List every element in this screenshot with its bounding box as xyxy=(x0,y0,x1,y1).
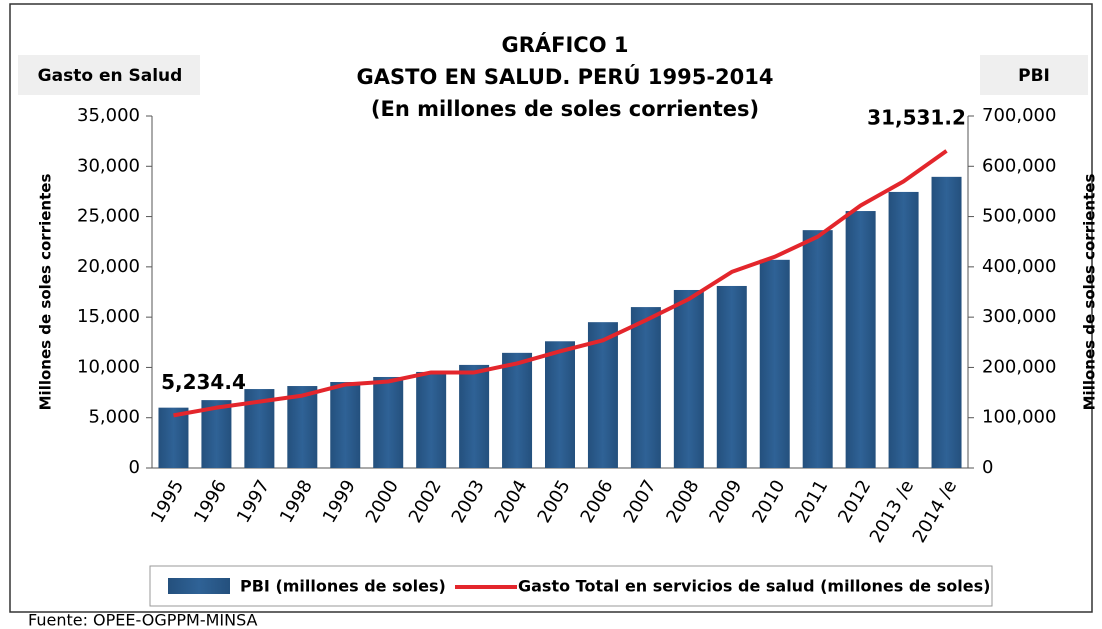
y2-axis-label: Millones de soles corrientes xyxy=(1081,174,1099,411)
bar xyxy=(802,230,833,468)
x-tick-label: 2010 xyxy=(748,477,789,527)
bar xyxy=(459,364,490,468)
chart-subtitle: GASTO EN SALUD. PERÚ 1995-2014 xyxy=(357,64,774,89)
chart-subtitle: (En millones de soles corrientes) xyxy=(371,97,759,121)
y2-tick-label: 200,000 xyxy=(982,356,1056,377)
bar xyxy=(931,176,962,469)
x-tick-label: 2003 xyxy=(448,477,489,527)
bar xyxy=(888,191,919,468)
y-tick-label: 0 xyxy=(129,457,140,478)
bar xyxy=(545,341,575,468)
y2-box xyxy=(980,55,1088,95)
y2-tick-label: 700,000 xyxy=(982,105,1056,126)
source: Fuente: OPEE-OGPPM-MINSA xyxy=(28,611,258,629)
legend-label: Gasto Total en servicios de salud (millo… xyxy=(518,577,990,596)
x-tick-label: 2006 xyxy=(577,477,618,527)
value-label: 5,234.4 xyxy=(161,370,246,394)
y-tick-label: 15,000 xyxy=(77,306,140,327)
x-tick-label: 2000 xyxy=(362,477,403,527)
chart-title: GRÁFICO 1 xyxy=(501,32,628,57)
y-tick-label: 20,000 xyxy=(77,256,140,277)
legend-swatch xyxy=(168,578,230,594)
bar xyxy=(330,382,361,468)
y-tick-label: 10,000 xyxy=(77,356,140,377)
x-tick-label: 2008 xyxy=(662,477,703,527)
y2-tick-label: 300,000 xyxy=(982,306,1056,327)
y-tick-label: 35,000 xyxy=(77,105,140,126)
bar xyxy=(630,307,661,468)
legend xyxy=(149,565,993,607)
y-tick-label: 25,000 xyxy=(77,206,140,227)
frame xyxy=(9,3,1093,613)
y2-box-label: PBI xyxy=(1018,66,1050,86)
bar xyxy=(759,259,790,468)
value-label: 31,531.2 xyxy=(867,105,966,129)
y2-tick-label: 500,000 xyxy=(982,206,1056,227)
bar xyxy=(673,289,704,468)
x-tick-label: 1999 xyxy=(319,477,360,527)
bar xyxy=(587,322,618,468)
bar xyxy=(502,352,533,468)
x-tick-label: 2002 xyxy=(405,477,446,527)
bar xyxy=(716,285,747,468)
bar xyxy=(845,211,876,469)
y-box xyxy=(18,55,200,95)
x-tick-label: 2009 xyxy=(705,477,746,527)
x-tick-label: 2011 xyxy=(791,477,832,527)
x-tick-label: 1996 xyxy=(190,477,231,527)
y2-tick-label: 0 xyxy=(982,457,993,478)
y-tick-label: 5,000 xyxy=(88,407,140,428)
y2-tick-label: 100,000 xyxy=(982,407,1056,428)
x-tick-label: 2007 xyxy=(619,477,660,527)
bar xyxy=(287,386,318,468)
x-tick-label: 1998 xyxy=(276,477,317,527)
legend-label: PBI (millones de soles) xyxy=(240,577,446,596)
bar xyxy=(373,376,404,468)
x-tick-label: 1997 xyxy=(233,477,274,527)
y2-tick-label: 600,000 xyxy=(982,155,1056,176)
x-tick-label: 2004 xyxy=(491,477,532,527)
x-tick-label: 1995 xyxy=(147,477,188,527)
bar xyxy=(416,371,447,468)
y-tick-label: 30,000 xyxy=(77,155,140,176)
y-axis-label: Millones de soles corrientes xyxy=(37,174,55,411)
x-tick-label: 2012 xyxy=(834,477,875,527)
x-tick-label: 2005 xyxy=(534,477,575,527)
y2-tick-label: 400,000 xyxy=(982,256,1056,277)
line xyxy=(173,149,948,418)
bar xyxy=(158,407,189,468)
y-box-label: Gasto en Salud xyxy=(38,66,183,86)
